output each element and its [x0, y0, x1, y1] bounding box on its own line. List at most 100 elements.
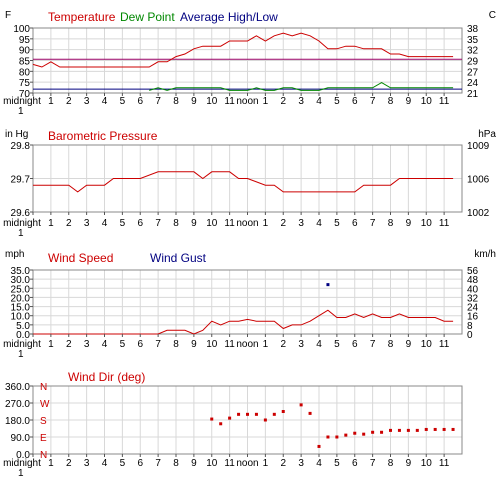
x-tick-label: 8	[173, 96, 179, 107]
x-tick-sublabel: 1	[18, 106, 24, 117]
x-tick-label: 9	[406, 458, 412, 469]
data-point	[415, 428, 419, 432]
y-tick-label-left: 30.0	[11, 275, 31, 286]
x-tick-label: 5	[120, 339, 126, 350]
x-tick-label: 10	[421, 458, 433, 469]
legend-label: Wind Dir (deg)	[68, 370, 145, 384]
data-point	[442, 427, 446, 431]
x-tick-label: 10	[206, 339, 218, 350]
x-tick-label: 1	[263, 96, 269, 107]
x-tick-label: 11	[224, 96, 235, 107]
y-tick-label-left: 25.0	[11, 284, 31, 295]
x-tick-label: 5	[334, 458, 340, 469]
x-tick-sublabel: 1	[18, 468, 24, 479]
data-point	[406, 428, 410, 432]
right-unit: km/h	[474, 249, 496, 260]
x-tick-sublabel: 1	[18, 228, 24, 239]
x-tick-label: 8	[173, 339, 179, 350]
y-tick-label-right: 48	[467, 275, 479, 286]
data-point	[371, 430, 375, 434]
x-tick-label: 11	[439, 458, 450, 469]
x-tick-label: 10	[421, 218, 433, 229]
x-tick-label: 2	[66, 218, 72, 229]
data-point	[317, 444, 321, 448]
x-tick-label: 8	[173, 218, 179, 229]
x-tick-label: 6	[137, 96, 143, 107]
x-tick-label: 8	[388, 458, 394, 469]
x-tick-label: 8	[388, 96, 394, 107]
x-tick-label: 7	[370, 458, 376, 469]
data-point	[433, 427, 437, 431]
x-tick-label: 6	[352, 96, 358, 107]
data-point	[281, 410, 285, 413]
x-tick-label: 8	[388, 218, 394, 229]
legend-label: Temperature	[48, 10, 116, 24]
x-tick-label: 11	[439, 218, 450, 229]
x-tick-label: 7	[370, 218, 376, 229]
y-tick-label-left: 90.0	[11, 433, 31, 444]
legend-label: Barometric Pressure	[48, 129, 158, 143]
x-tick-label: 11	[224, 458, 235, 469]
data-point	[424, 427, 428, 431]
x-tick-label: 7	[155, 339, 161, 350]
y-tick-label-right: 24	[467, 78, 479, 89]
x-tick-label: 2	[66, 96, 72, 107]
x-tick-label: 5	[334, 218, 340, 229]
x-tick-label: 9	[191, 218, 197, 229]
x-tick-label: 4	[316, 339, 322, 350]
left-unit: in Hg	[5, 129, 28, 140]
data-point	[272, 412, 276, 416]
x-tick-label: 6	[137, 339, 143, 350]
y-tick-label-right: 1009	[467, 141, 490, 152]
left-unit: F	[5, 10, 11, 21]
data-point	[219, 422, 223, 426]
x-tick-label: 3	[84, 96, 90, 107]
y-tick-label-left: 0.0	[16, 330, 30, 341]
y-tick-label-left: 95	[19, 35, 31, 46]
x-tick-label: 3	[298, 218, 304, 229]
data-point	[246, 412, 249, 416]
x-tick-label: 9	[406, 96, 412, 107]
x-tick-label: 3	[84, 339, 90, 350]
y-tick-label-right: 0	[467, 330, 473, 341]
x-tick-label: 7	[370, 339, 376, 350]
compass-label: N	[40, 382, 47, 393]
y-tick-label-right: 32	[467, 46, 479, 57]
x-tick-label: 4	[102, 218, 108, 229]
x-tick-label: 9	[191, 339, 197, 350]
legend-label: Wind Gust	[150, 251, 207, 265]
x-tick-label: 4	[102, 339, 108, 350]
x-tick-label: 3	[298, 339, 304, 350]
y-tick-label-right: 38	[467, 24, 479, 35]
x-tick-label: 5	[334, 96, 340, 107]
data-point	[254, 412, 258, 416]
x-tick-label: 7	[370, 96, 376, 107]
x-tick-label: 1	[263, 339, 269, 350]
right-unit: hPa	[478, 129, 496, 140]
chart-baro: 29.8 29.7 29.6 1009 1006 1002 in Hg hPa Barometr…	[3, 129, 496, 239]
series-line	[149, 82, 454, 91]
x-tick-label: 3	[298, 96, 304, 107]
legend-label: Dew Point	[120, 10, 175, 24]
chart-wind: 35.030.025.020.015.010.05.00.05648403224…	[3, 249, 496, 360]
data-point	[228, 416, 232, 420]
data-point	[451, 427, 455, 431]
x-tick-label: 8	[388, 339, 394, 350]
y-tick-label-left: 20.0	[11, 293, 31, 304]
x-tick-label: 10	[206, 458, 218, 469]
x-tick-label: midnight	[3, 339, 41, 350]
data-point	[263, 418, 267, 422]
series-line	[33, 171, 454, 193]
x-tick-label: 8	[173, 458, 179, 469]
y-tick-label-left: 100	[13, 24, 30, 35]
x-tick-label: 7	[155, 96, 161, 107]
x-tick-label: 5	[120, 458, 126, 469]
x-tick-label: noon	[236, 339, 258, 350]
x-tick-label: 2	[280, 339, 286, 350]
x-tick-label: 4	[316, 96, 322, 107]
x-tick-label: 4	[316, 458, 322, 469]
legend-label: Wind Speed	[48, 251, 113, 265]
chart-temp-grid	[32, 27, 463, 94]
data-point	[308, 411, 312, 415]
